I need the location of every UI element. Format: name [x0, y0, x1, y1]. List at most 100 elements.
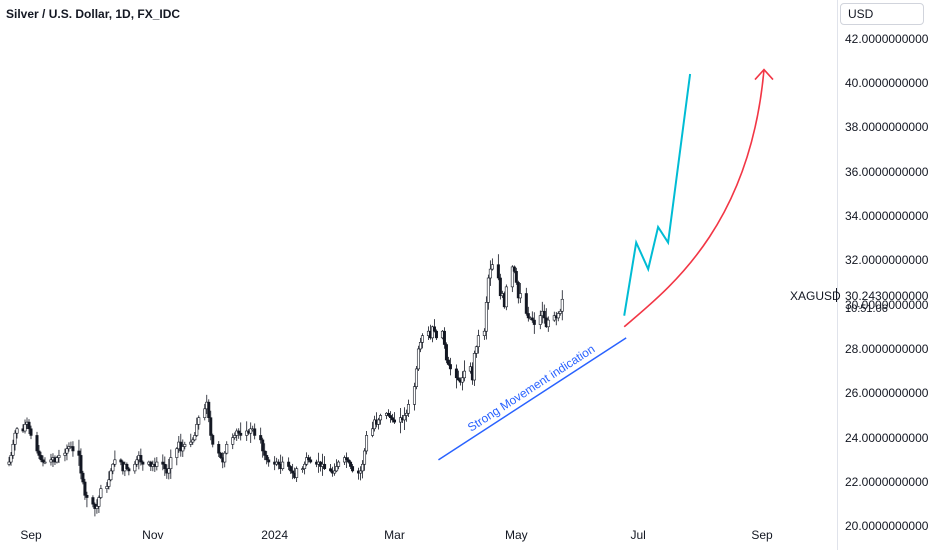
- candle-body: [261, 439, 265, 452]
- symbol-price-tick: [836, 288, 837, 302]
- price-axis-tick-label: 36.0000000000: [845, 164, 929, 179]
- candle-body: [135, 459, 139, 465]
- candle-body: [558, 310, 562, 314]
- candle-body: [239, 432, 243, 436]
- candle-body: [432, 326, 436, 332]
- candle-body: [267, 459, 271, 463]
- trendline[interactable]: [438, 337, 627, 461]
- candle-body: [249, 428, 253, 434]
- chart-title: Silver / U.S. Dollar, 1D, FX_IDC: [6, 7, 181, 21]
- candle-body: [516, 282, 520, 299]
- candle-body: [209, 417, 213, 436]
- candle-body: [155, 461, 159, 467]
- candle-body: [41, 459, 45, 463]
- candle-body: [139, 455, 143, 463]
- symbol-price-label: XAGUSD: [790, 289, 841, 303]
- candle-body: [125, 463, 129, 469]
- candle-body: [486, 277, 490, 303]
- candle-body: [504, 286, 508, 308]
- candle-body: [333, 470, 337, 474]
- candle-body: [305, 457, 309, 465]
- candle-body: [277, 461, 281, 465]
- currency-selector-button[interactable]: USD: [840, 3, 924, 25]
- candle-body: [71, 446, 75, 452]
- time-axis-tick-label: Nov: [142, 528, 164, 542]
- candle-body: [420, 335, 424, 343]
- candle-body: [546, 319, 550, 328]
- candle-body: [444, 344, 448, 361]
- candle-body: [259, 435, 263, 441]
- candle-body: [231, 437, 235, 445]
- candle-body: [289, 466, 293, 472]
- candle-body: [55, 457, 59, 463]
- time-axis-tick-label: Mar: [384, 528, 405, 542]
- candle-body: [484, 302, 488, 332]
- candle-body: [37, 450, 41, 456]
- bar-countdown-label: 10:51:06: [845, 303, 888, 315]
- candle-body: [63, 452, 67, 456]
- candle-body: [556, 313, 560, 319]
- candle-body: [434, 330, 438, 339]
- projection-zigzag-path[interactable]: [623, 73, 692, 316]
- candle-body: [83, 481, 87, 496]
- candle-body: [309, 459, 313, 463]
- projection-arc-path[interactable]: [623, 69, 765, 328]
- price-axis-tick-label: 24.0000000000: [845, 430, 929, 445]
- candle-body: [514, 271, 518, 283]
- price-axis-tick-label: 22.0000000000: [845, 475, 929, 489]
- candle-body: [13, 432, 17, 445]
- candle-body: [7, 461, 11, 465]
- candle-body: [183, 444, 187, 447]
- candle-body: [225, 444, 229, 454]
- candle-body: [163, 463, 167, 469]
- candle-body: [77, 450, 81, 456]
- time-axis-tick-label: May: [504, 528, 528, 542]
- candle-body: [109, 470, 113, 481]
- candle-body: [347, 459, 351, 463]
- trendline-annotation: Strong Movement indication: [465, 342, 597, 435]
- candle-body: [371, 428, 375, 436]
- candle-body: [442, 330, 446, 345]
- price-axis-tick-label: 34.0000000000: [845, 208, 929, 223]
- candle-body: [27, 421, 31, 430]
- candle-body: [113, 459, 117, 465]
- candle-body: [105, 486, 109, 489]
- candle-body: [476, 335, 480, 348]
- candle-body: [65, 448, 69, 454]
- candle-body: [387, 412, 391, 416]
- candle-body: [211, 435, 215, 445]
- candle-body: [181, 446, 185, 452]
- candle-body: [474, 346, 478, 354]
- price-axis-tick-label: 26.0000000000: [845, 386, 929, 401]
- candle-body: [448, 364, 452, 370]
- time-axis-tick-label: Jul: [630, 528, 646, 542]
- candle-body: [49, 459, 53, 463]
- candle-body: [119, 459, 123, 463]
- candle-body: [416, 348, 420, 370]
- time-axis-tick-label: Sep: [20, 528, 42, 542]
- candle-body: [404, 412, 408, 416]
- candle-body: [526, 313, 530, 319]
- candle-body: [307, 457, 311, 461]
- candle-body: [512, 266, 516, 272]
- candle-body: [498, 277, 502, 297]
- candle-body: [97, 497, 101, 507]
- candle-body: [127, 468, 131, 472]
- candle-body: [189, 441, 193, 445]
- candle-body: [91, 497, 95, 505]
- candle-body: [472, 353, 476, 381]
- candle-body: [265, 455, 269, 461]
- candle-body: [482, 330, 486, 336]
- candle-body: [414, 368, 418, 387]
- candle-body: [193, 435, 197, 441]
- candle-body: [377, 419, 381, 425]
- candle-body: [365, 435, 369, 452]
- candle-body: [510, 266, 514, 288]
- candle-body: [295, 468, 299, 478]
- candle-body: [418, 341, 422, 350]
- candle-body: [253, 428, 257, 436]
- candle-body: [263, 450, 267, 456]
- candle-body: [389, 415, 393, 418]
- candle-body: [488, 268, 492, 279]
